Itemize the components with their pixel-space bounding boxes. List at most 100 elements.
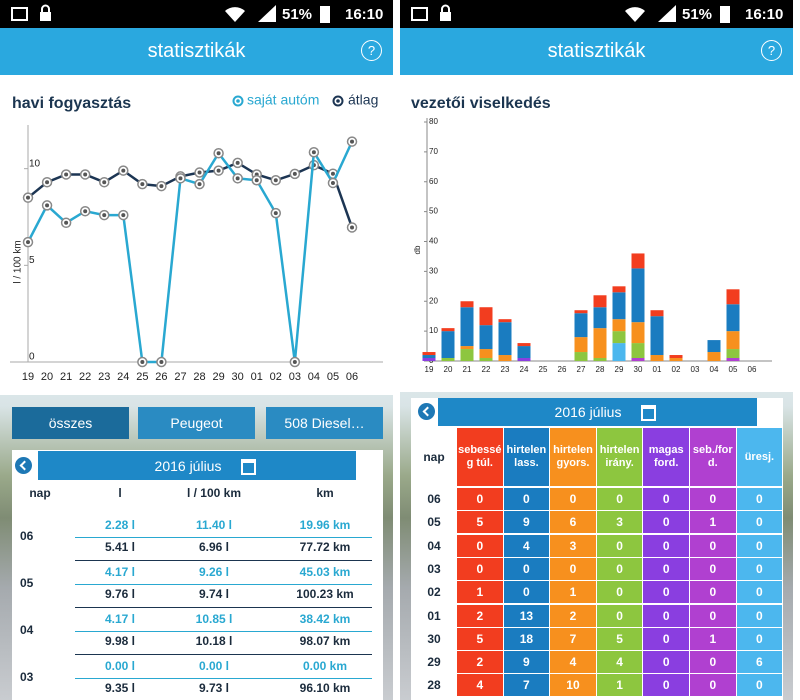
cell: 0 (643, 488, 689, 510)
point-dot (159, 184, 164, 189)
bar-segment (593, 328, 607, 359)
calendar-icon[interactable] (641, 405, 656, 421)
bar-segment (460, 349, 474, 361)
cell: 19.96 km (299, 518, 351, 532)
cell: 9.26 l (198, 565, 230, 579)
cell: 6 (550, 511, 596, 534)
y-tick-label: 0 (29, 352, 35, 363)
cell: 0 (596, 604, 643, 627)
lock-shackle (441, 4, 450, 12)
cell: 6 (736, 651, 783, 674)
filter-button[interactable]: összes (12, 407, 129, 439)
row-separator (75, 537, 372, 538)
cell: 9 (503, 651, 550, 674)
bar-segment (669, 355, 683, 359)
legend-label: átlag (348, 92, 378, 108)
lock-shackle (41, 4, 50, 12)
point-dot (83, 209, 88, 214)
bar-segment (631, 343, 645, 359)
cell: 0 (690, 581, 736, 604)
bar-segment (574, 313, 588, 338)
point-dot (102, 180, 107, 185)
point-dot (140, 182, 145, 187)
cell: 0 (596, 557, 643, 580)
bar-segment (612, 343, 626, 361)
column-header: magas ford. (643, 428, 689, 486)
cell: 13 (503, 604, 550, 627)
cell: 0 (736, 534, 783, 557)
help-button[interactable]: ? (361, 40, 382, 61)
help-button[interactable]: ? (761, 40, 782, 61)
day-label: 28 (427, 678, 441, 693)
bar-segment (498, 319, 512, 323)
x-tick-label: 27 (174, 371, 186, 383)
cell: 0 (643, 604, 689, 627)
cell: 0 (503, 557, 550, 580)
cell: 0 (736, 488, 783, 510)
x-tick-label: 03 (691, 365, 700, 374)
back-button[interactable] (15, 457, 32, 474)
back-button[interactable] (418, 403, 435, 420)
x-tick-label: 24 (117, 371, 129, 383)
cell: 9.76 l (104, 587, 136, 601)
chart-title: havi fogyasztás (12, 95, 131, 112)
bar-segment (479, 349, 493, 359)
day-label: 02 (427, 585, 441, 600)
filter-button[interactable]: 508 Diesel… (266, 407, 383, 439)
bar-segment (574, 352, 588, 361)
status-icons: 51% 16:10 (11, 4, 383, 23)
filter-button[interactable]: Peugeot (138, 407, 255, 439)
bar-segment (612, 292, 626, 320)
bar-segment (631, 322, 645, 344)
x-tick-label: 24 (520, 365, 529, 374)
x-tick-label: 30 (232, 371, 244, 383)
bar-segment (498, 322, 512, 356)
battery-percent: 51% (282, 6, 312, 23)
cell: 2 (457, 651, 503, 674)
bar-segment (422, 352, 436, 356)
x-tick-label: 28 (596, 365, 605, 374)
cell: 0 (643, 627, 689, 650)
bar-segment (498, 355, 512, 361)
cell: 10.18 l (195, 634, 233, 648)
cell: 5 (596, 627, 643, 650)
point-dot (350, 139, 355, 144)
cell: 9.73 l (198, 681, 230, 695)
y-tick-label: 60 (429, 177, 438, 186)
chart-title: vezetői viselkedés (411, 95, 551, 112)
x-tick-label: 05 (729, 365, 738, 374)
cell: 7 (550, 627, 596, 650)
y-tick-label: 5 (29, 255, 35, 266)
bar-segment (726, 358, 740, 361)
cell: 1 (690, 511, 736, 534)
x-tick-label: 01 (653, 365, 662, 374)
cell: 9 (503, 511, 550, 534)
column-header: üresj. (736, 428, 783, 486)
cell: 0 (596, 488, 643, 510)
month-label: 2016 július (554, 404, 622, 420)
cell: 3 (596, 511, 643, 534)
row-separator (75, 631, 372, 632)
point-dot (273, 178, 278, 183)
phone-screen: 51% 16:10 statisztikák? vezetői viselkedés d… (400, 0, 793, 700)
bar-segment (726, 331, 740, 350)
calendar-icon[interactable] (241, 459, 256, 475)
column-header: l (118, 486, 122, 500)
chart-panel (0, 75, 393, 395)
cell: 6.96 l (198, 540, 230, 554)
cell: 1 (550, 581, 596, 604)
cell: 2 (550, 604, 596, 627)
cell: 9.35 l (104, 681, 136, 695)
bar-segment (631, 268, 645, 323)
point-dot (26, 240, 30, 245)
battery-icon (720, 6, 730, 23)
cell: 0 (643, 674, 689, 697)
x-tick-label: 02 (270, 371, 282, 383)
cell: 1 (690, 627, 736, 650)
cell: 0 (550, 488, 596, 510)
bar-segment (479, 325, 493, 350)
cell: 0 (690, 604, 736, 627)
cell: 0 (736, 627, 783, 650)
cell: 0 (736, 557, 783, 580)
